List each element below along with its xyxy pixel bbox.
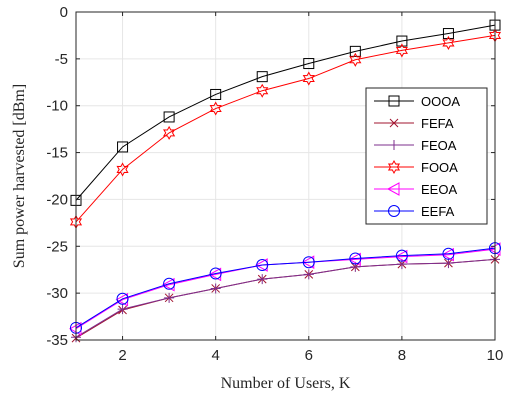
data-point [256,83,269,98]
y-tick-label: -5 [55,51,68,68]
x-tick-label: 8 [398,347,406,364]
series-line [75,34,496,223]
data-point [116,292,129,305]
data-point [349,252,362,265]
data-point [302,256,315,269]
data-point [210,283,221,294]
legend-item: FEFA [374,116,454,131]
y-tick-label: -20 [46,191,68,208]
data-point [116,162,129,177]
data-point [117,141,129,153]
x-tick-label: 6 [305,347,313,364]
data-point [395,43,408,58]
data-point [163,111,175,123]
data-point [349,52,362,67]
legend-marker [386,182,400,196]
series-line [75,247,496,329]
data-point [117,304,128,315]
x-tick-label: 4 [211,347,219,364]
legend-label: EEOA [421,182,457,197]
legend-item: FEOA [374,138,457,153]
legend-marker [389,118,399,128]
x-axis-label: Number of Users, K [221,375,351,392]
data-point [443,258,454,269]
legend-item: EEFA [374,204,455,219]
y-tick-label: -25 [46,238,68,255]
series-feoa [71,254,500,343]
data-point [163,125,176,140]
data-point [256,259,269,272]
data-point [396,35,408,47]
data-point [302,71,315,86]
legend-item: FOOA [374,159,458,175]
y-axis-label: Sum power harvested [dBm] [11,84,28,268]
x-tick-label: 2 [118,347,126,364]
data-point [163,277,176,290]
data-point [442,35,455,50]
legend-marker [389,140,399,150]
series-line [75,24,496,201]
data-point [303,58,315,70]
data-point [257,274,268,285]
data-point [209,267,222,280]
legend-label: OOOA [421,94,460,109]
y-tick-label: 0 [60,4,68,21]
legend-item: EEOA [374,182,457,197]
y-tick-label: -35 [46,332,68,349]
x-tick-label: 10 [487,347,504,364]
legend-label: FEFA [421,116,454,131]
data-point [442,247,455,260]
data-point [303,269,314,280]
legend-marker [388,95,400,107]
legend-marker [387,159,401,175]
data-point [164,292,175,303]
data-point [442,28,454,40]
series-layer [68,19,502,343]
legend-marker [388,205,400,217]
data-point [256,71,268,83]
data-point [395,249,408,262]
legend-label: EEFA [421,204,455,219]
data-point [349,45,361,57]
legend-label: FEOA [421,138,457,153]
y-tick-label: -10 [46,98,68,115]
legend-box [365,87,488,225]
data-point [210,88,222,100]
y-tick-label: -15 [46,145,68,162]
legend-item: OOOA [374,94,460,109]
legend-label: FOOA [421,160,458,175]
legend: OOOA FEFA FEOA FOOA EEOA EEFA [365,87,488,225]
y-tick-label: -30 [46,285,68,302]
series-line [75,258,496,338]
data-point [209,101,222,116]
axis-ticks: 2 4 6 8 10 -35 -30 -25 -20 -15 -10 -5 0 [46,4,503,364]
plot-frame [75,11,496,341]
